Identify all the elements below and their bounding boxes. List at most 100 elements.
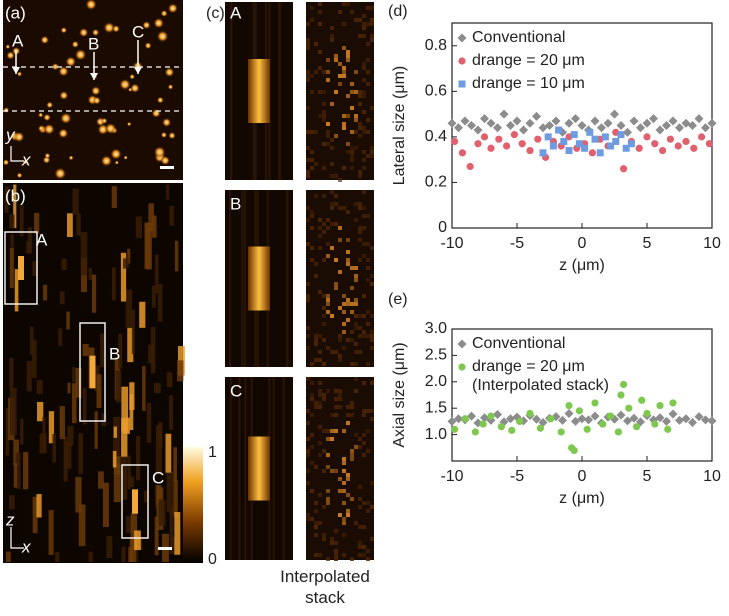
pixel	[366, 22, 370, 26]
streak	[9, 357, 14, 391]
point	[659, 146, 667, 155]
point	[675, 415, 684, 425]
pixel	[362, 453, 366, 457]
pixel	[338, 306, 342, 310]
streak	[113, 463, 121, 475]
streak	[113, 456, 121, 503]
x-tick-label: 10	[703, 468, 721, 485]
pixel	[362, 150, 366, 154]
streak	[61, 258, 67, 270]
pixel	[370, 330, 374, 334]
streak	[174, 240, 179, 272]
point	[682, 137, 690, 146]
annotation: (Interpolated stack)	[472, 377, 609, 394]
point	[571, 114, 580, 124]
pixel	[362, 314, 366, 318]
streak	[78, 504, 86, 547]
pixel	[350, 413, 354, 417]
streak	[128, 476, 135, 487]
pixel	[326, 465, 330, 469]
streak	[286, 190, 289, 367]
streak	[113, 416, 120, 460]
axes-icon	[10, 146, 24, 162]
pixel	[358, 230, 362, 234]
pixel	[366, 278, 370, 282]
streak	[66, 213, 73, 238]
pixel	[314, 42, 318, 46]
pixel	[322, 537, 326, 541]
streak	[71, 383, 77, 424]
point	[694, 114, 704, 124]
pixel	[354, 278, 358, 282]
pixel	[306, 38, 310, 42]
point	[607, 412, 615, 420]
particle	[119, 78, 131, 91]
particle	[114, 160, 119, 165]
point	[544, 133, 552, 141]
pixel	[346, 250, 350, 254]
pixel	[314, 274, 318, 278]
point	[643, 409, 651, 418]
pixel	[330, 222, 334, 226]
legend-marker	[457, 339, 467, 349]
pixel	[358, 202, 362, 206]
streak	[88, 551, 93, 562]
pixel	[362, 553, 366, 557]
particle	[110, 148, 122, 160]
x-tick-label: -5	[510, 468, 524, 485]
point	[555, 126, 563, 134]
pixel	[350, 401, 354, 405]
marker-label: A	[12, 31, 24, 50]
streak	[82, 344, 89, 356]
pixel	[350, 449, 354, 453]
pixel	[314, 405, 318, 409]
streak	[59, 406, 65, 440]
pixel	[354, 521, 358, 525]
point	[636, 123, 645, 133]
pixel	[346, 477, 350, 481]
pixel	[322, 90, 326, 94]
pixel	[346, 262, 350, 266]
streak	[230, 2, 233, 180]
pixel	[358, 541, 362, 545]
pixel	[306, 517, 310, 521]
streak	[76, 213, 81, 236]
particle	[58, 66, 69, 77]
streak	[121, 546, 126, 562]
pixel	[338, 334, 342, 338]
pixel	[334, 194, 338, 198]
streak	[14, 269, 19, 312]
point	[664, 425, 672, 433]
point	[447, 118, 457, 128]
panel-label: (d)	[388, 3, 408, 20]
image-b	[3, 183, 185, 563]
pixel	[306, 218, 310, 222]
x-tick-label: -10	[440, 468, 463, 485]
streak	[4, 186, 9, 213]
point	[669, 399, 677, 407]
streak	[157, 284, 163, 322]
point	[461, 415, 469, 423]
particle	[79, 27, 89, 38]
particle	[60, 112, 72, 124]
pixel	[322, 230, 326, 234]
point	[638, 396, 646, 404]
streak	[42, 417, 46, 450]
point	[651, 420, 659, 428]
point	[474, 140, 482, 148]
pixel	[350, 405, 354, 409]
pixel	[370, 106, 374, 110]
streak	[10, 234, 14, 248]
point	[534, 135, 542, 143]
point	[627, 140, 635, 148]
point	[662, 121, 671, 130]
pixel	[314, 358, 318, 362]
streak	[139, 301, 146, 328]
particle	[151, 108, 161, 118]
pixel	[314, 401, 318, 405]
pixel	[358, 174, 362, 178]
y-tick-label: 2.0	[425, 373, 447, 390]
pixel	[334, 202, 338, 206]
streak	[120, 252, 127, 302]
pixel	[326, 429, 330, 433]
